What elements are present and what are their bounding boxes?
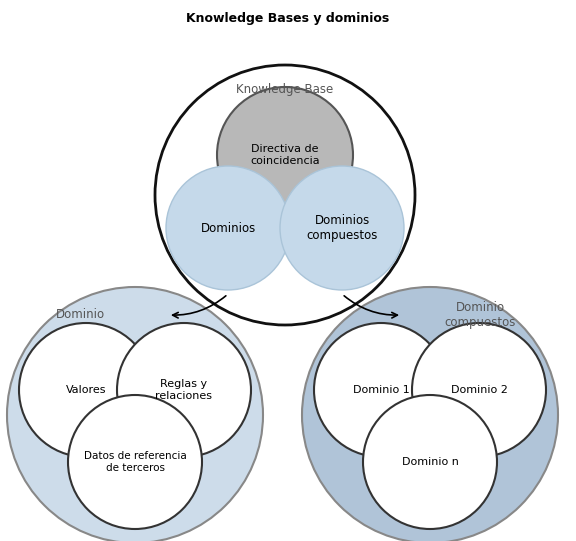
Text: Knowledge Base: Knowledge Base <box>236 83 334 96</box>
Text: Directiva de
coincidencia: Directiva de coincidencia <box>250 144 320 166</box>
Text: Reglas y
relaciones: Reglas y relaciones <box>156 379 213 401</box>
Circle shape <box>302 287 558 541</box>
Circle shape <box>412 323 546 457</box>
Text: Knowledge Bases y dominios: Knowledge Bases y dominios <box>187 12 389 25</box>
Circle shape <box>166 166 290 290</box>
Text: Dominios: Dominios <box>200 221 256 234</box>
Text: Dominio 1: Dominio 1 <box>353 385 410 395</box>
Circle shape <box>117 323 251 457</box>
Circle shape <box>217 87 353 223</box>
Text: Valores: Valores <box>66 385 106 395</box>
Circle shape <box>7 287 263 541</box>
Circle shape <box>68 395 202 529</box>
Text: Dominio
compuestos: Dominio compuestos <box>444 301 516 329</box>
Circle shape <box>363 395 497 529</box>
Text: Dominios
compuestos: Dominios compuestos <box>306 214 378 242</box>
Text: Dominio: Dominio <box>55 308 105 321</box>
Text: Datos de referencia
de terceros: Datos de referencia de terceros <box>84 451 187 473</box>
Circle shape <box>19 323 153 457</box>
Circle shape <box>314 323 448 457</box>
Text: Dominio 2: Dominio 2 <box>450 385 507 395</box>
Circle shape <box>155 65 415 325</box>
Text: Dominio n: Dominio n <box>401 457 458 467</box>
Circle shape <box>280 166 404 290</box>
